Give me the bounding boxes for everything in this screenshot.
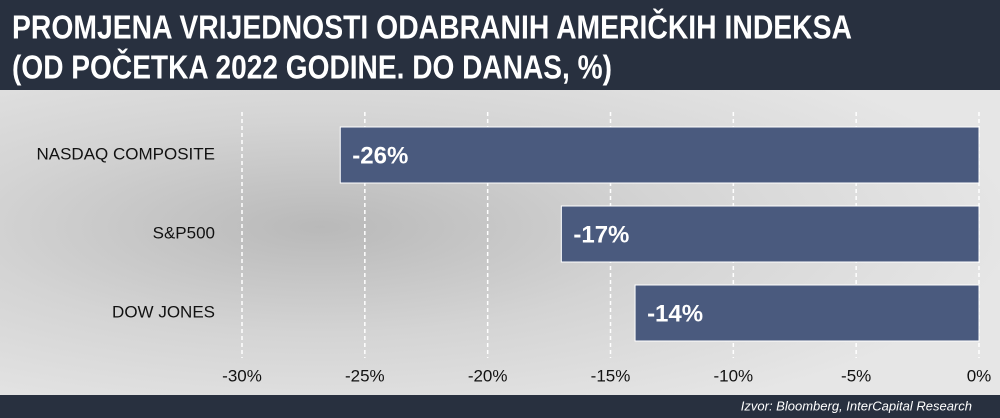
bar [560,205,980,263]
chart-title: PROMJENA VRIJEDNOSTI ODABRANIH AMERIČKIH… [12,8,852,46]
data-label: -17% [573,221,629,248]
x-tick-label: -20% [468,366,508,385]
x-tick-label: 0% [967,366,992,385]
title-banner [0,0,1000,90]
x-tick-label: -5% [841,366,871,385]
y-tick-label: NASDAQ COMPOSITE [36,144,215,163]
y-tick-label: S&P500 [153,223,215,242]
x-tick-label: -30% [222,366,262,385]
bar [634,284,980,342]
data-label: -26% [352,142,408,169]
x-tick-label: -25% [345,366,385,385]
data-label: -14% [647,300,703,327]
x-tick-label: -15% [591,366,631,385]
bar [339,126,980,184]
x-tick-label: -10% [713,366,753,385]
footer [0,395,1000,418]
chart-subtitle: (OD POČETKA 2022 GODINE. DO DANAS, %) [12,48,612,86]
source: Izvor: Bloomberg, InterCapital Research [741,398,972,413]
y-tick-label: DOW JONES [112,302,215,321]
